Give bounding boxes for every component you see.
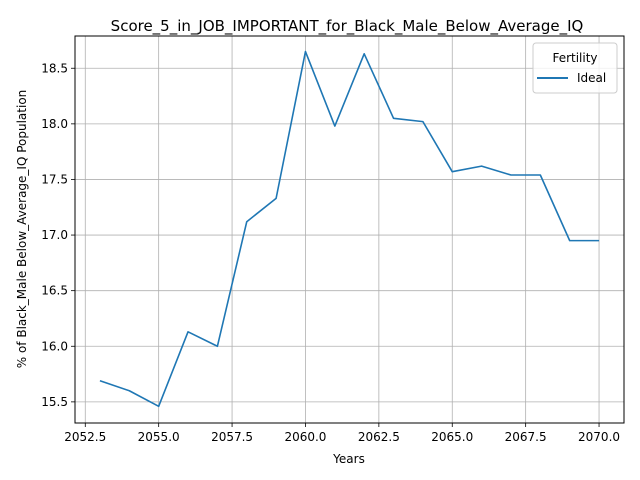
y-axis-ticks: 15.5 16.0 16.5 17.0 17.5 18.0 18.5 <box>41 61 75 409</box>
x-tick-label: 2067.5 <box>505 430 547 444</box>
x-tick-label: 2065.0 <box>431 430 473 444</box>
legend-box <box>532 42 618 94</box>
series-layer <box>99 50 600 408</box>
y-axis-label: % of Black_Male Below_Average_IQ Populat… <box>15 90 29 369</box>
x-tick-label: 2057.5 <box>211 430 253 444</box>
legend: Fertility Ideal <box>532 42 618 94</box>
y-tick-label: 15.5 <box>41 395 68 409</box>
x-tick-label: 2070.0 <box>578 430 620 444</box>
grid-lines <box>75 36 624 423</box>
y-tick-label: 16.0 <box>41 339 68 353</box>
legend-label-ideal: Ideal <box>577 71 606 85</box>
x-tick-label: 2052.5 <box>64 430 106 444</box>
x-tick-label: 2055.0 <box>138 430 180 444</box>
y-tick-label: 18.0 <box>41 117 68 131</box>
series-line-ideal <box>99 50 600 408</box>
x-tick-label: 2060.0 <box>284 430 326 444</box>
chart-title: Score_5_in_JOB_IMPORTANT_for_Black_Male_… <box>111 17 584 36</box>
x-axis-ticks: 2052.5 2055.0 2057.5 2060.0 2062.5 2065.0 2067… <box>64 423 620 444</box>
x-tick-label: 2062.5 <box>358 430 400 444</box>
y-tick-label: 16.5 <box>41 284 68 298</box>
legend-title: Fertility <box>552 51 597 65</box>
y-tick-label: 17.5 <box>41 172 68 186</box>
x-axis-label: Years <box>332 452 365 466</box>
plot-area-frame <box>74 35 625 424</box>
y-tick-label: 17.0 <box>41 228 68 242</box>
y-tick-label: 18.5 <box>41 61 68 75</box>
